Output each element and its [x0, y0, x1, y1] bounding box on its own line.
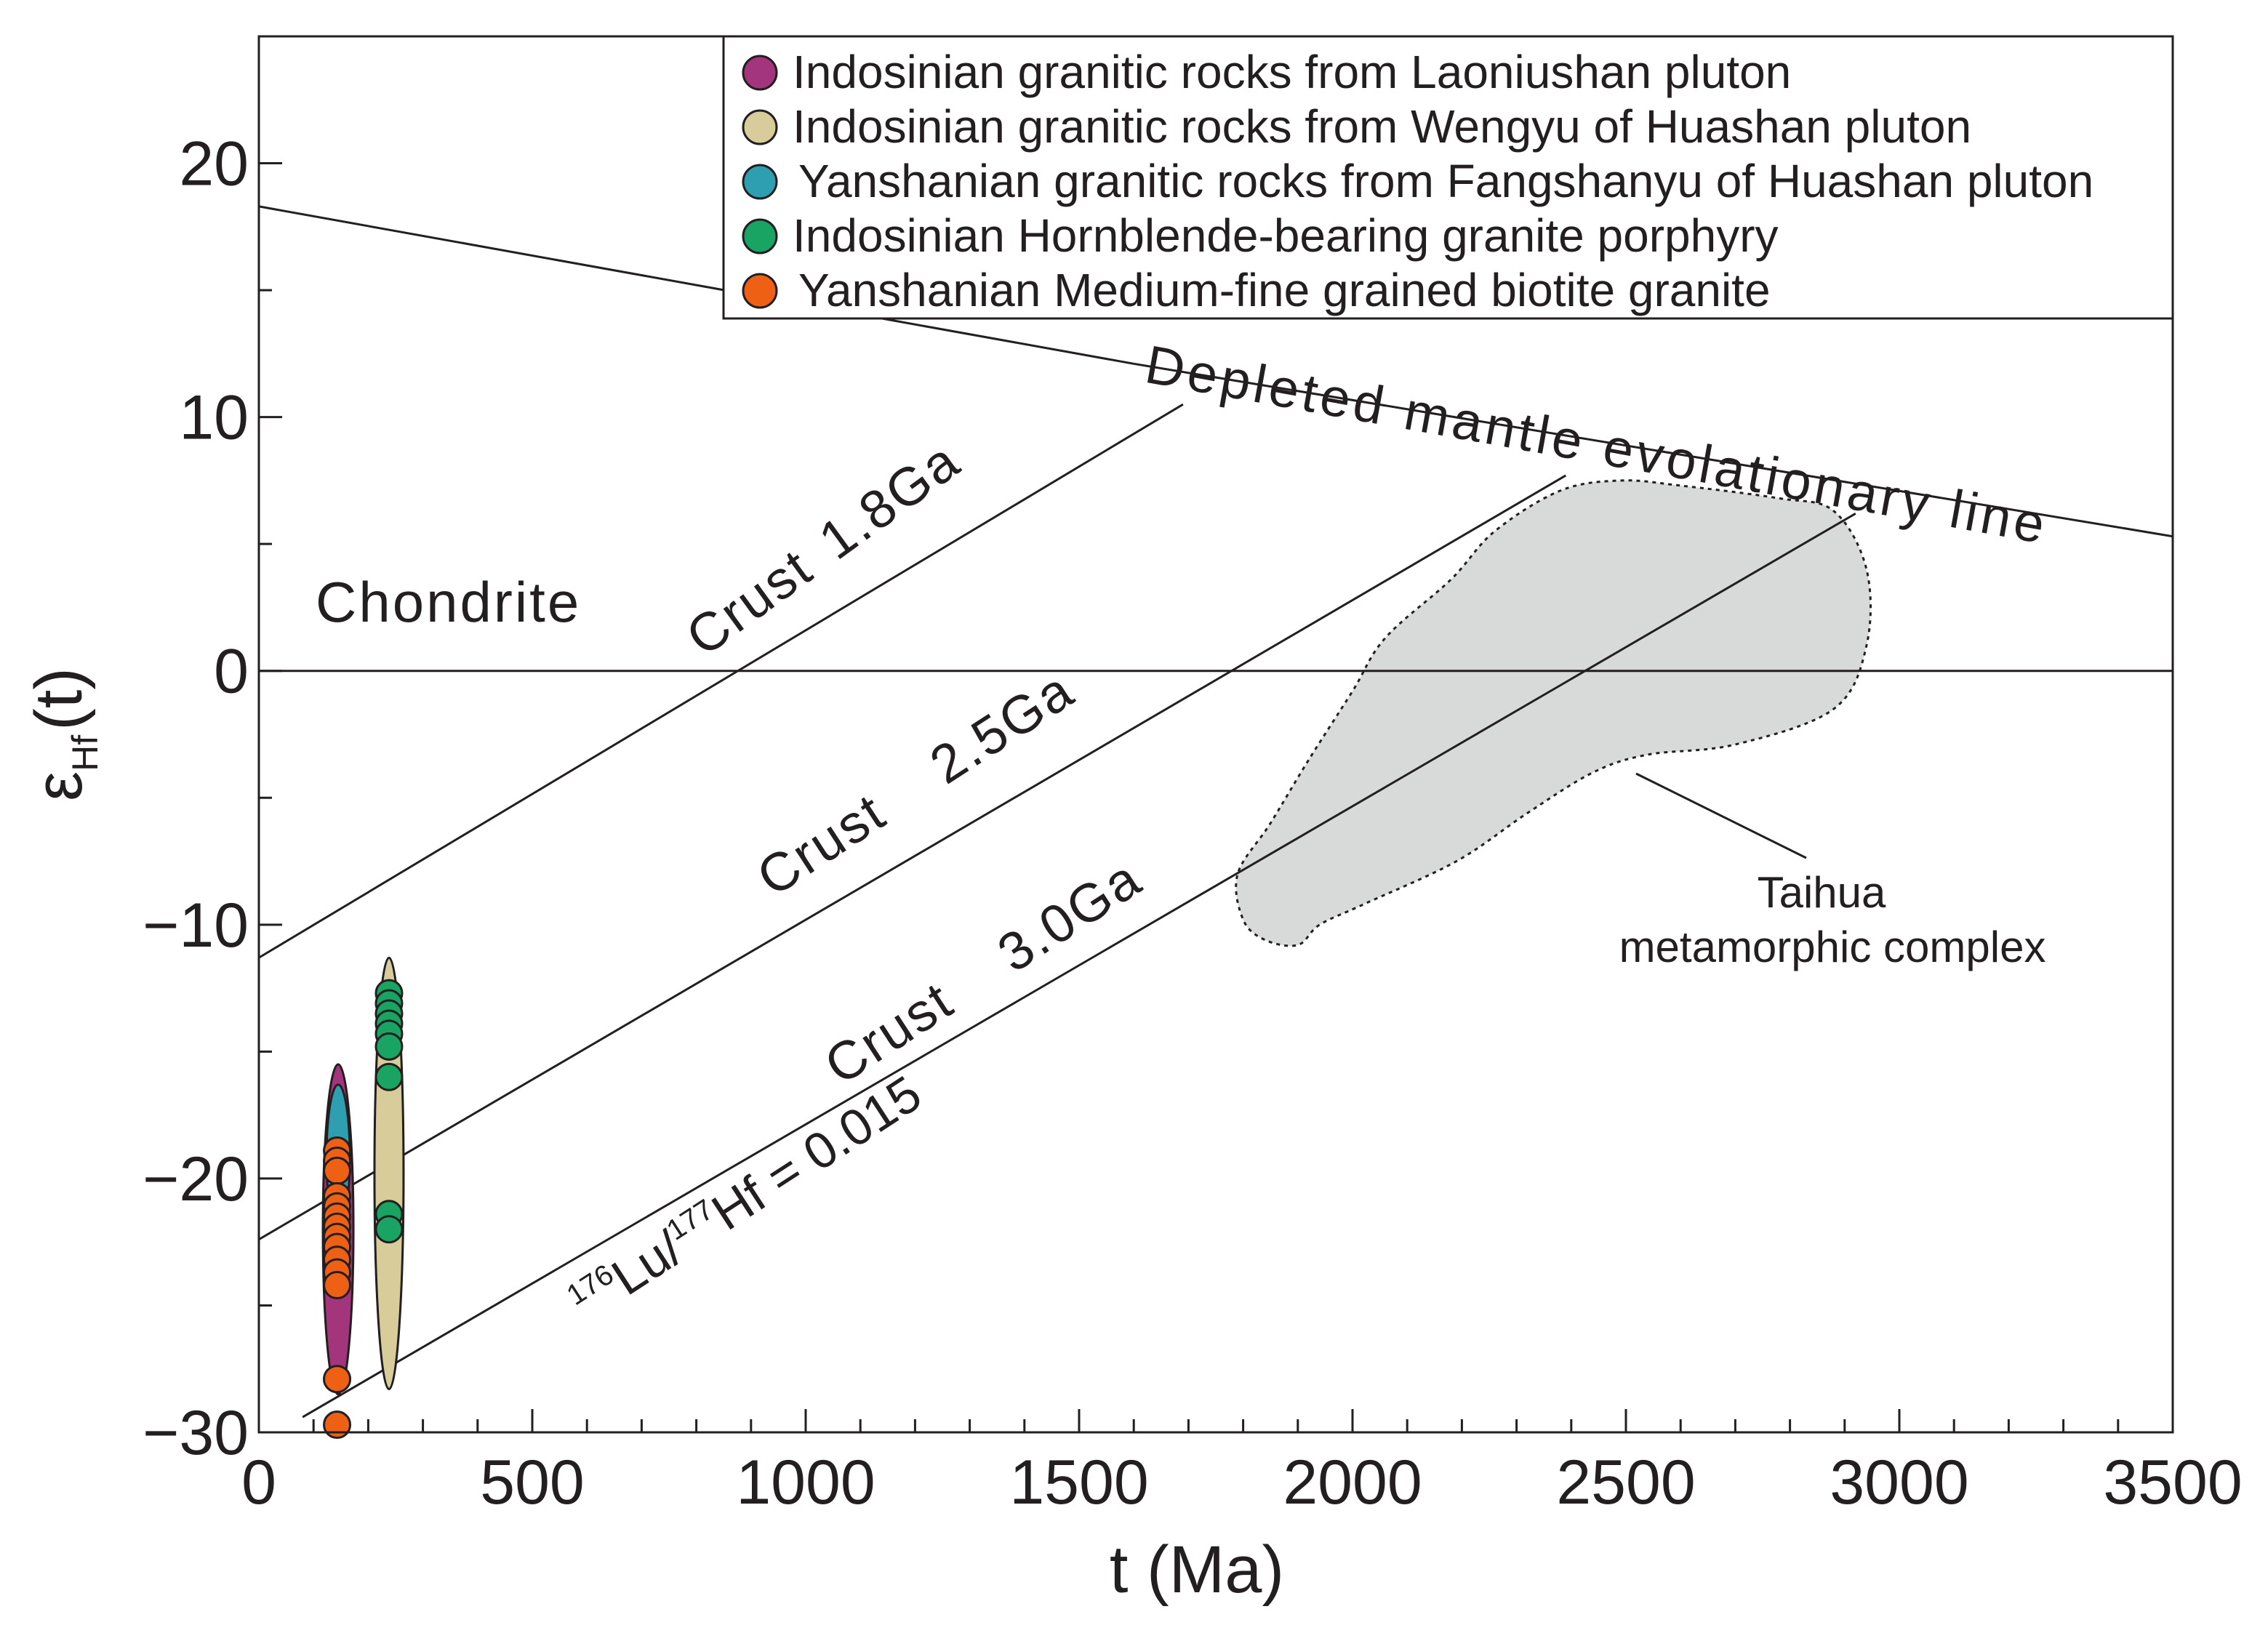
crust-2-5ga-line [259, 474, 1567, 1240]
legend-box [722, 35, 2174, 320]
crust-1-8ga-line [259, 403, 1184, 959]
y-tick-label: 10 [179, 383, 249, 453]
depleted-mantle-line-a [259, 205, 1134, 365]
crust-1-8ga-word: Crust [676, 537, 824, 667]
x-axis-title: t (Ma) [1110, 1533, 1284, 1607]
y-tick-label: 20 [179, 129, 249, 199]
crust-1-8ga-label: Crust1.8Ga [676, 430, 971, 667]
legend-label-laoniushan: Indosinian granitic rocks from Laoniusha… [793, 46, 1791, 98]
x-tick-label: 2500 [1556, 1448, 1695, 1517]
legend: Indosinian granitic rocks from Laoniusha… [722, 35, 2174, 320]
y-tick-label: −30 [143, 1398, 249, 1468]
y-axis-epsilon: ε [22, 771, 96, 801]
legend-label-fangshanyu: Yanshanian granitic rocks from Fangshany… [798, 155, 2093, 207]
y-tick-label: 0 [214, 637, 249, 707]
data-point-series-4 [323, 1156, 352, 1185]
crust-1-8ga-age: 1.8Ga [808, 430, 971, 571]
y-tick-label: −10 [143, 891, 249, 960]
y-axis-title: εHf (t) [22, 667, 105, 801]
data-point-series-4 [323, 1411, 352, 1440]
legend-label-biotite: Yanshanian Medium-fine grained biotite g… [798, 264, 1771, 316]
data-point-series-3 [374, 1032, 404, 1061]
legend-marker-fangshanyu [742, 164, 778, 200]
x-tick-label: 0 [241, 1448, 276, 1517]
chondrite-label: Chondrite [316, 570, 581, 634]
y-tick-label: −20 [143, 1144, 249, 1214]
data-point-series-4 [323, 1271, 352, 1300]
crust-2-5ga-label: Crust2.5Ga [747, 659, 1085, 907]
data-point-series-3 [374, 1062, 404, 1091]
y-axis-subscript: Hf [65, 735, 105, 771]
legend-label-wengyu: Indosinian granitic rocks from Wengyu of… [793, 100, 1971, 153]
x-tick-label: 2000 [1283, 1448, 1422, 1517]
legend-marker-biotite [742, 273, 778, 309]
crust-2-5ga-word: Crust [747, 781, 897, 907]
reference-lines [259, 205, 2173, 1419]
legend-label-hornblende: Indosinian Hornblende-bearing granite po… [793, 209, 1779, 262]
taihua-label-line1: Taihua [1758, 868, 1886, 917]
lu-hf-ratio-label: 176Lu/177Hf = 0.015 [561, 1064, 931, 1332]
x-tick-label: 500 [480, 1448, 585, 1517]
taihua-leader-line [1635, 772, 1807, 859]
svg-text:εHf(t): εHf (t) [22, 667, 105, 801]
legend-marker-laoniushan [742, 55, 778, 91]
y-tick-labels: 20 10 0 −10 −20 −30 [143, 129, 249, 1468]
x-tick-label: 1000 [736, 1448, 875, 1517]
x-tick-label: 3500 [2103, 1448, 2242, 1517]
x-tick-labels: 0 500 1000 1500 2000 2500 3000 3500 [241, 1448, 2243, 1517]
crust-2-5ga-age: 2.5Ga [920, 659, 1085, 795]
legend-marker-wengyu [742, 109, 778, 145]
legend-marker-hornblende [742, 218, 778, 254]
x-tick-label: 3000 [1830, 1448, 1968, 1517]
axis-ticks [257, 35, 2174, 1434]
data-point-series-4 [323, 1365, 352, 1394]
x-tick-label: 1500 [1009, 1448, 1148, 1517]
depleted-mantle-line-b [1133, 362, 2173, 538]
y-axis-suffix: (t) [22, 667, 96, 731]
crust-3-0ga-age: 3.0Ga [987, 847, 1153, 984]
lu-hf-hf: Hf = 0.015 [702, 1064, 931, 1240]
taihua-label-line2: metamorphic complex [1619, 923, 2046, 971]
crust-3-0ga-line [302, 512, 1856, 1419]
data-point-series-3 [374, 1215, 404, 1244]
